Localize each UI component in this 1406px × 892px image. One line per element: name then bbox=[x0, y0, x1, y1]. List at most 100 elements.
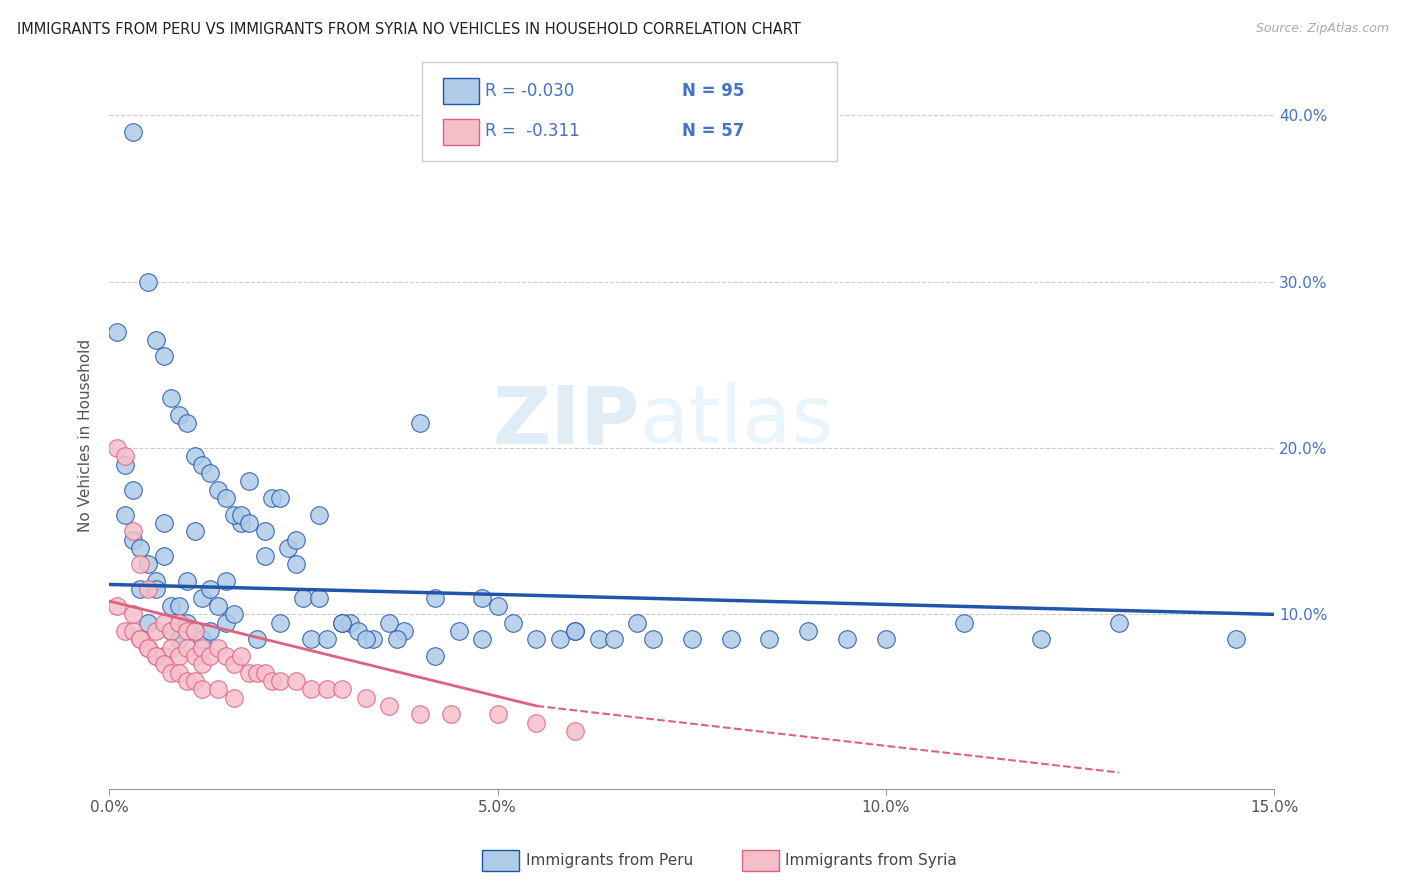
Point bbox=[1108, 615, 1130, 630]
Point bbox=[564, 723, 586, 738]
Point bbox=[246, 665, 269, 680]
Point bbox=[269, 491, 291, 505]
Point bbox=[191, 458, 214, 472]
Point bbox=[176, 615, 198, 630]
Point bbox=[145, 333, 167, 347]
Point bbox=[952, 615, 974, 630]
Point bbox=[222, 690, 245, 705]
Point bbox=[308, 508, 330, 522]
Point bbox=[269, 673, 291, 688]
Point bbox=[136, 640, 159, 655]
Point bbox=[183, 450, 205, 464]
Point bbox=[200, 466, 222, 480]
Point bbox=[160, 599, 183, 613]
Point bbox=[105, 599, 128, 613]
Text: IMMIGRANTS FROM PERU VS IMMIGRANTS FROM SYRIA NO VEHICLES IN HOUSEHOLD CORRELATI: IMMIGRANTS FROM PERU VS IMMIGRANTS FROM … bbox=[17, 22, 800, 37]
Point bbox=[526, 632, 548, 647]
Point bbox=[129, 541, 152, 555]
Point bbox=[121, 607, 143, 622]
Text: atlas: atlas bbox=[640, 383, 834, 460]
Point bbox=[253, 524, 276, 539]
Point bbox=[292, 591, 315, 605]
Point bbox=[548, 632, 571, 647]
Point bbox=[238, 475, 260, 489]
Text: Immigrants from Peru: Immigrants from Peru bbox=[526, 854, 693, 868]
Point bbox=[176, 416, 198, 430]
Point bbox=[588, 632, 610, 647]
Point bbox=[200, 582, 222, 597]
Point bbox=[308, 591, 330, 605]
Text: N = 57: N = 57 bbox=[682, 122, 744, 140]
Point bbox=[160, 640, 183, 655]
Text: ZIP: ZIP bbox=[492, 383, 640, 460]
Point bbox=[207, 640, 229, 655]
Point bbox=[222, 508, 245, 522]
Point bbox=[191, 632, 214, 647]
Point bbox=[145, 648, 167, 663]
Point bbox=[183, 624, 205, 638]
Point bbox=[121, 483, 143, 497]
Point bbox=[167, 408, 190, 422]
Point bbox=[486, 707, 509, 722]
Point bbox=[315, 682, 337, 697]
Point bbox=[299, 632, 322, 647]
Point bbox=[183, 673, 205, 688]
Point bbox=[129, 632, 152, 647]
Point bbox=[145, 624, 167, 638]
Text: N = 95: N = 95 bbox=[682, 82, 744, 100]
Point bbox=[1225, 632, 1247, 647]
Point bbox=[129, 558, 152, 572]
Point bbox=[502, 615, 524, 630]
Point bbox=[167, 615, 190, 630]
Point bbox=[207, 682, 229, 697]
Point bbox=[253, 549, 276, 564]
Point bbox=[641, 632, 664, 647]
Point bbox=[167, 632, 190, 647]
Point bbox=[471, 632, 494, 647]
Point bbox=[136, 275, 159, 289]
Point bbox=[354, 690, 377, 705]
Point bbox=[425, 591, 447, 605]
Point bbox=[136, 615, 159, 630]
Point bbox=[152, 648, 174, 663]
Text: R = -0.030: R = -0.030 bbox=[485, 82, 574, 100]
Point bbox=[176, 673, 198, 688]
Point bbox=[145, 582, 167, 597]
Point bbox=[626, 615, 648, 630]
Point bbox=[603, 632, 626, 647]
Point bbox=[114, 508, 136, 522]
Point bbox=[183, 624, 205, 638]
Point bbox=[471, 591, 494, 605]
Point bbox=[315, 632, 337, 647]
Point bbox=[284, 533, 307, 547]
Point bbox=[284, 558, 307, 572]
Point bbox=[875, 632, 897, 647]
Point bbox=[121, 524, 143, 539]
Point bbox=[152, 516, 174, 530]
Point bbox=[105, 325, 128, 339]
Point bbox=[447, 624, 470, 638]
Point bbox=[758, 632, 780, 647]
Y-axis label: No Vehicles in Household: No Vehicles in Household bbox=[79, 339, 93, 533]
Point bbox=[222, 607, 245, 622]
Point bbox=[114, 624, 136, 638]
Point bbox=[160, 624, 183, 638]
Point bbox=[231, 648, 253, 663]
Point bbox=[330, 615, 353, 630]
Text: R =  -0.311: R = -0.311 bbox=[485, 122, 579, 140]
Point bbox=[191, 591, 214, 605]
Point bbox=[231, 508, 253, 522]
Point bbox=[160, 624, 183, 638]
Point bbox=[167, 648, 190, 663]
Point bbox=[440, 707, 463, 722]
Point bbox=[121, 533, 143, 547]
Point bbox=[136, 640, 159, 655]
Point bbox=[183, 648, 205, 663]
Point bbox=[145, 574, 167, 588]
Point bbox=[409, 707, 432, 722]
Point bbox=[129, 632, 152, 647]
Point bbox=[183, 524, 205, 539]
Point bbox=[330, 615, 353, 630]
Point bbox=[152, 615, 174, 630]
Point bbox=[152, 549, 174, 564]
